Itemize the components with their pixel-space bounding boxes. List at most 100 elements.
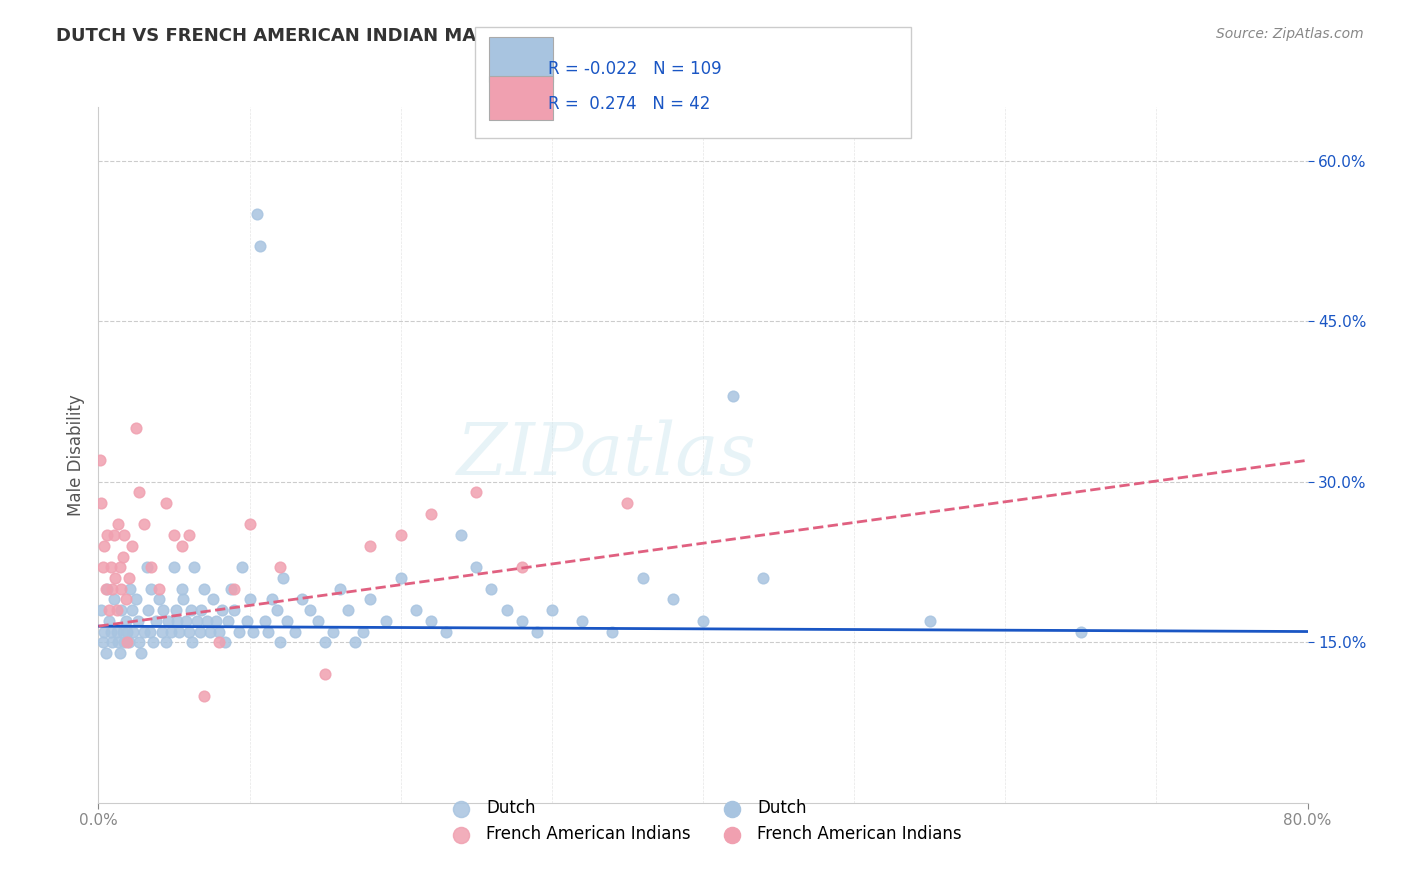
French American Indians — [155, 496, 177, 510]
French American Indians — [114, 592, 136, 607]
French American Indians — [465, 485, 488, 500]
Dutch — [156, 614, 179, 628]
Dutch — [145, 614, 167, 628]
Dutch — [96, 582, 118, 596]
French American Indians — [108, 560, 131, 574]
Dutch — [127, 614, 149, 628]
Dutch — [166, 614, 188, 628]
French American Indians — [179, 528, 201, 542]
Dutch — [336, 603, 359, 617]
Dutch — [128, 635, 150, 649]
Dutch — [571, 614, 593, 628]
Dutch — [90, 603, 112, 617]
Y-axis label: Male Disability: Male Disability — [66, 394, 84, 516]
Dutch — [692, 614, 714, 628]
Dutch — [329, 582, 352, 596]
Dutch — [284, 624, 307, 639]
Dutch — [208, 624, 231, 639]
Dutch — [160, 624, 183, 639]
French American Indians — [101, 582, 124, 596]
Dutch — [374, 614, 396, 628]
Dutch — [314, 635, 336, 649]
French American Indians — [128, 485, 150, 500]
Dutch — [181, 635, 204, 649]
Dutch — [253, 614, 276, 628]
Dutch — [135, 560, 157, 574]
Dutch — [91, 635, 114, 649]
Dutch — [420, 614, 443, 628]
Dutch — [179, 624, 201, 639]
French American Indians — [91, 560, 114, 574]
Text: R = -0.022   N = 109: R = -0.022 N = 109 — [548, 60, 721, 78]
French American Indians — [389, 528, 412, 542]
French American Indians — [90, 496, 112, 510]
Dutch — [235, 614, 257, 628]
Dutch — [108, 646, 131, 660]
French American Indians — [98, 603, 121, 617]
French American Indians — [100, 560, 122, 574]
French American Indians — [360, 539, 382, 553]
Dutch — [661, 592, 683, 607]
Dutch — [239, 592, 262, 607]
French American Indians — [105, 603, 128, 617]
French American Indians — [193, 689, 215, 703]
Dutch — [186, 614, 208, 628]
Dutch — [481, 582, 503, 596]
French American Indians — [132, 517, 155, 532]
Dutch — [114, 614, 136, 628]
Dutch — [174, 614, 197, 628]
Dutch — [752, 571, 775, 585]
French American Indians — [163, 528, 186, 542]
Dutch — [200, 624, 222, 639]
French American Indians — [103, 528, 125, 542]
Dutch — [180, 603, 202, 617]
Dutch — [125, 592, 148, 607]
Dutch — [155, 635, 177, 649]
Dutch — [344, 635, 367, 649]
Dutch — [322, 624, 344, 639]
Dutch — [360, 592, 382, 607]
Dutch — [269, 635, 291, 649]
Dutch — [246, 207, 269, 221]
Dutch — [221, 582, 243, 596]
Dutch — [163, 560, 186, 574]
Dutch — [389, 571, 412, 585]
Dutch — [132, 624, 155, 639]
Dutch — [148, 592, 170, 607]
Dutch — [465, 560, 488, 574]
Dutch — [142, 635, 165, 649]
Dutch — [98, 614, 121, 628]
French American Indians — [141, 560, 163, 574]
Dutch — [103, 592, 125, 607]
Dutch — [188, 624, 211, 639]
Dutch — [224, 603, 246, 617]
French American Indians — [104, 571, 127, 585]
French American Indians — [110, 582, 132, 596]
French American Indians — [111, 549, 134, 564]
French American Indians — [269, 560, 291, 574]
Dutch — [205, 614, 228, 628]
Dutch — [110, 603, 132, 617]
Dutch — [101, 635, 124, 649]
French American Indians — [121, 539, 143, 553]
Dutch — [602, 624, 624, 639]
Dutch — [918, 614, 941, 628]
Dutch — [170, 582, 193, 596]
French American Indians — [89, 453, 111, 467]
Dutch — [120, 582, 142, 596]
Dutch — [139, 624, 162, 639]
Dutch — [217, 614, 239, 628]
Dutch — [195, 614, 218, 628]
Dutch — [150, 624, 173, 639]
French American Indians — [224, 582, 246, 596]
Dutch — [111, 624, 134, 639]
French American Indians — [170, 539, 193, 553]
Dutch — [526, 624, 548, 639]
Dutch — [631, 571, 654, 585]
Dutch — [167, 624, 190, 639]
Dutch — [256, 624, 278, 639]
Dutch — [271, 571, 294, 585]
Dutch — [211, 603, 233, 617]
Dutch — [190, 603, 212, 617]
Dutch — [118, 635, 141, 649]
